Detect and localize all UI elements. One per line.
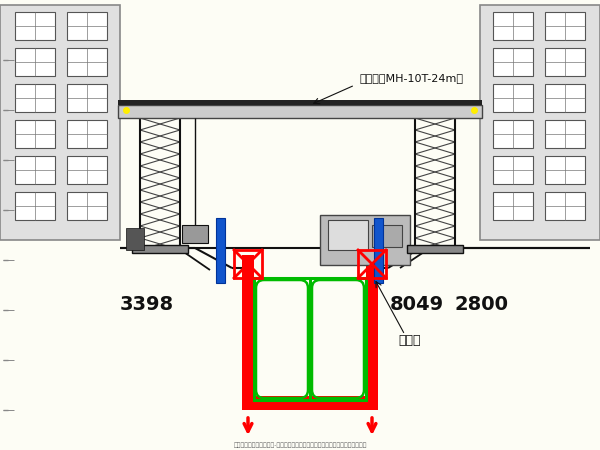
Text: 8049: 8049 [390, 296, 444, 315]
Bar [493, 84, 533, 112]
Bar [216, 218, 225, 283]
Bar [15, 84, 55, 112]
Bar [118, 105, 482, 118]
Bar [67, 12, 107, 40]
Bar [407, 245, 463, 253]
Bar [545, 84, 585, 112]
Bar [320, 215, 410, 265]
Bar [493, 12, 533, 40]
Bar [126, 228, 144, 250]
Bar [328, 220, 368, 250]
Bar [118, 100, 482, 105]
Bar [67, 120, 107, 148]
Bar [493, 192, 533, 220]
Bar [545, 156, 585, 184]
Bar [67, 156, 107, 184]
Bar [242, 396, 378, 410]
Bar [254, 278, 366, 400]
Text: 龙门吊（MH-10T-24m）: 龙门吊（MH-10T-24m） [360, 73, 464, 83]
Bar [15, 156, 55, 184]
Bar [67, 192, 107, 220]
Bar [493, 156, 533, 184]
Text: 围护桩: 围护桩 [398, 333, 421, 346]
Bar [15, 12, 55, 40]
Bar [182, 225, 208, 243]
Bar [374, 218, 383, 283]
Bar [358, 250, 386, 278]
Bar [15, 120, 55, 148]
Bar [366, 255, 378, 410]
Bar [545, 120, 585, 148]
Bar [493, 120, 533, 148]
Bar [545, 48, 585, 76]
Bar [67, 84, 107, 112]
Bar [234, 250, 262, 278]
Bar [545, 12, 585, 40]
Text: 2800: 2800 [455, 296, 509, 315]
Bar [480, 5, 600, 240]
Bar [0, 5, 120, 240]
Bar [15, 192, 55, 220]
Bar [242, 255, 254, 410]
Bar [67, 48, 107, 76]
Bar [15, 48, 55, 76]
Bar [132, 245, 188, 253]
Bar [493, 48, 533, 76]
Text: 3398: 3398 [120, 296, 174, 315]
Bar [545, 192, 585, 220]
Bar [372, 225, 402, 247]
Text: 地铁工程深基坑资料下载-轨道交通明挖区间深基坑开挖及支护安全专项施工方案: 地铁工程深基坑资料下载-轨道交通明挖区间深基坑开挖及支护安全专项施工方案 [233, 442, 367, 448]
